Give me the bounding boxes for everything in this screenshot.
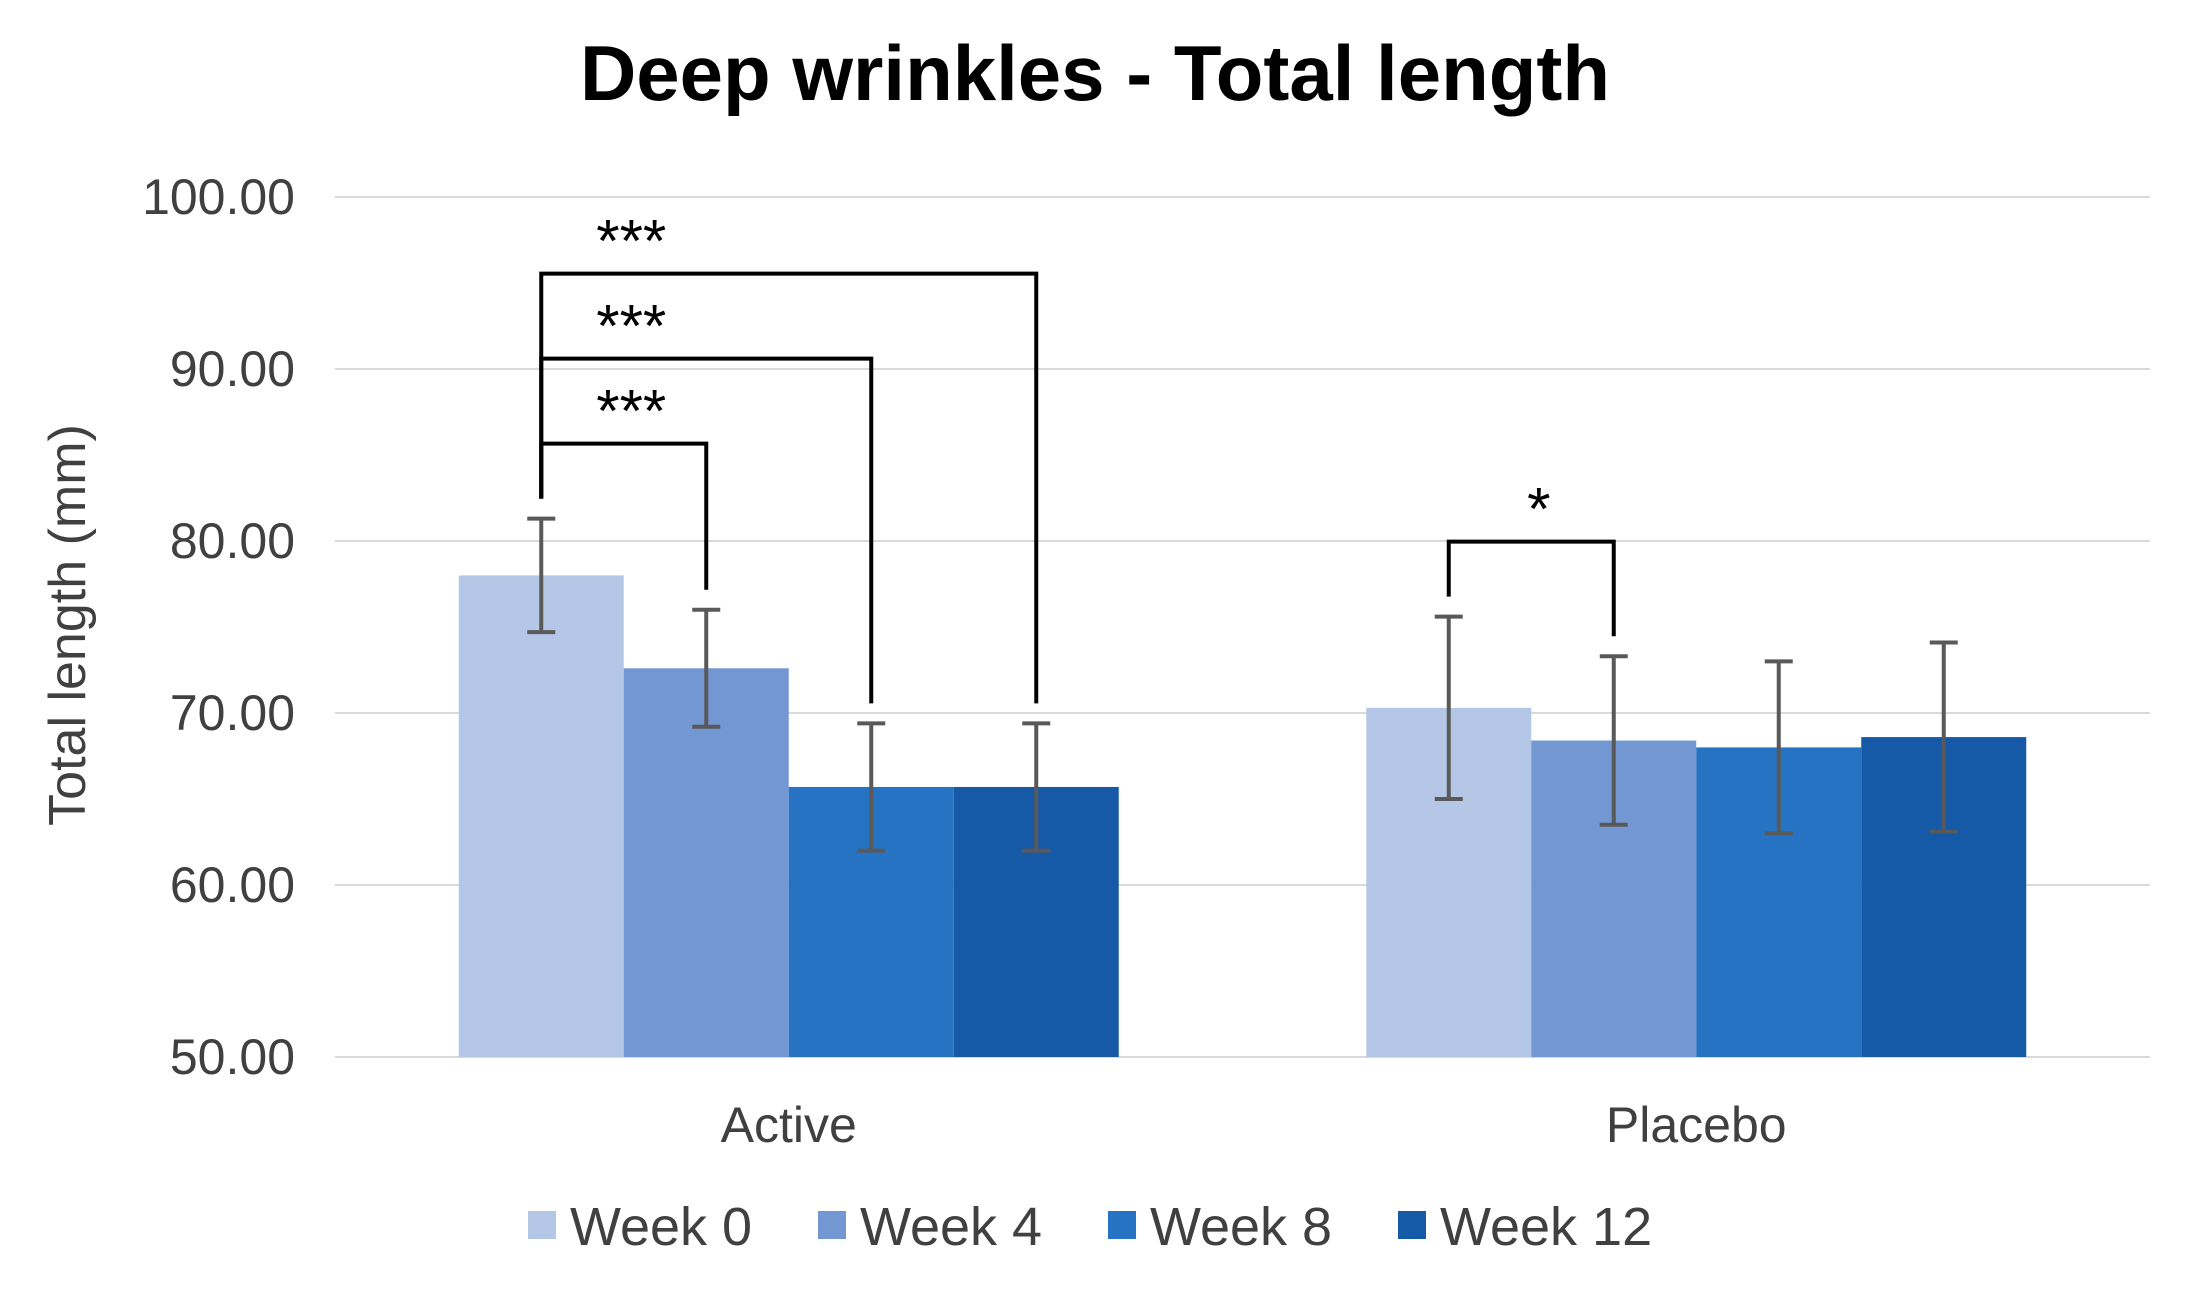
y-axis-label: Total length (mm) [39, 424, 97, 826]
bar [458, 575, 624, 1057]
y-tick-label: 70.00 [170, 685, 295, 741]
error-bar [527, 516, 556, 635]
legend-swatch [1398, 1211, 1426, 1239]
significance-bracket: * [1446, 476, 1616, 637]
category-labels: Active Placebo [721, 1097, 1787, 1153]
error-bar [692, 607, 721, 729]
y-tick-label: 90.00 [170, 341, 295, 397]
legend-item: Week 12 [1398, 1197, 1652, 1257]
category-label: Active [721, 1097, 857, 1153]
category-label: Placebo [1606, 1097, 1787, 1153]
bracket-line [539, 441, 709, 590]
legend-swatch [528, 1211, 556, 1239]
error-bar [1764, 659, 1793, 836]
y-tick-label: 100.00 [142, 169, 295, 225]
error-bar [1599, 654, 1628, 827]
legend-swatch [818, 1211, 846, 1239]
legend-item: Week 8 [1108, 1197, 1332, 1257]
error-bar [1929, 640, 1958, 834]
significance-bracket: *** [539, 378, 709, 590]
significance-label: * [1527, 476, 1550, 543]
legend-item: Week 4 [818, 1197, 1042, 1257]
error-bar [1022, 721, 1051, 853]
bars [458, 575, 2027, 1057]
bar [623, 668, 789, 1057]
significance-label: *** [596, 378, 666, 445]
legend-label: Week 0 [570, 1197, 752, 1257]
error-bar [1434, 614, 1463, 801]
legend-item: Week 0 [528, 1197, 752, 1257]
legend: Week 0 Week 4 Week 8 Week 12 [528, 1197, 1652, 1257]
y-axis-ticks: 50.00 60.00 70.00 80.00 90.00 100.00 [142, 169, 295, 1085]
significance-label: *** [596, 293, 666, 360]
significance-label: *** [596, 208, 666, 275]
legend-swatch [1108, 1211, 1136, 1239]
significance-brackets: ********** [539, 208, 1616, 704]
bracket-line [1446, 539, 1616, 637]
bracket-line [539, 271, 1039, 704]
significance-bracket: *** [539, 208, 1039, 704]
legend-label: Week 4 [860, 1197, 1042, 1257]
error-bar [857, 721, 886, 853]
legend-label: Week 8 [1150, 1197, 1332, 1257]
error-bars [527, 516, 1958, 853]
y-tick-label: 60.00 [170, 857, 295, 913]
y-tick-label: 80.00 [170, 513, 295, 569]
y-tick-label: 50.00 [170, 1029, 295, 1085]
chart-title: Deep wrinkles - Total length [580, 29, 1610, 117]
legend-label: Week 12 [1440, 1197, 1652, 1257]
